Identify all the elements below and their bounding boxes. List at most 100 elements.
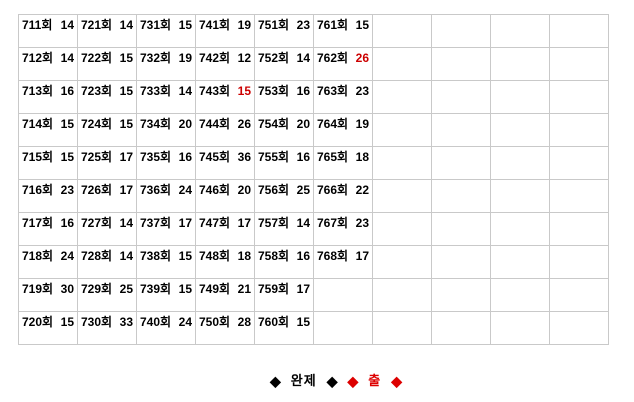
round-cell: 755회 16 — [254, 146, 314, 180]
round-number: 763회 — [317, 84, 349, 98]
round-value: 15 — [60, 117, 74, 131]
round-cell-content: 752회 14 — [258, 52, 310, 65]
round-value: 20 — [178, 117, 192, 131]
round-cell: 734회 20 — [136, 113, 196, 147]
round-value: 14 — [178, 84, 192, 98]
round-value: 15 — [296, 315, 310, 329]
round-cell-content: 757회 14 — [258, 217, 310, 230]
round-value: 19 — [178, 51, 192, 65]
empty-cell — [372, 146, 432, 180]
round-number: 748회 — [199, 249, 231, 263]
round-cell-content: 760회 15 — [258, 316, 310, 329]
empty-cell — [431, 146, 491, 180]
round-number: 726회 — [81, 183, 113, 197]
round-cell-content: 727회 14 — [81, 217, 133, 230]
round-number: 737회 — [140, 216, 172, 230]
round-number: 757회 — [258, 216, 290, 230]
round-cell-content: 712회 14 — [22, 52, 74, 65]
round-cell: 730회 33 — [77, 311, 137, 345]
round-value: 30 — [60, 282, 74, 296]
rounds-table: 711회 14 721회 14 731회 15 741회 19 751회 23 761회 15 712회… — [18, 14, 609, 345]
round-cell-content: 750회 28 — [199, 316, 251, 329]
round-value: 14 — [119, 216, 133, 230]
round-number: 730회 — [81, 315, 113, 329]
round-cell-content: 728회 14 — [81, 250, 133, 263]
round-value: 15 — [60, 315, 74, 329]
round-number: 753회 — [258, 84, 290, 98]
round-cell-content: 713회 16 — [22, 85, 74, 98]
round-number: 749회 — [199, 282, 231, 296]
round-value: 19 — [237, 18, 251, 32]
round-cell-content: 729회 25 — [81, 283, 133, 296]
round-number: 711회 — [22, 18, 53, 32]
empty-cell — [490, 113, 550, 147]
round-value: 18 — [355, 150, 369, 164]
empty-cell — [549, 47, 609, 81]
round-cell-content: 751회 23 — [258, 19, 310, 32]
red-diamond-icon: ◆ — [391, 373, 402, 389]
empty-cell — [490, 212, 550, 246]
legend: ◆ 완제 ◆ ◆ 출 ◆ — [0, 373, 634, 389]
round-value: 23 — [355, 216, 369, 230]
round-number: 724회 — [81, 117, 113, 131]
round-cell-content: 731회 15 — [140, 19, 192, 32]
round-cell-content: 719회 30 — [22, 283, 74, 296]
round-number: 721회 — [81, 18, 113, 32]
round-cell: 722회 15 — [77, 47, 137, 81]
round-cell: 721회 14 — [77, 14, 137, 48]
round-value: 14 — [296, 216, 310, 230]
round-value: 22 — [355, 183, 369, 197]
round-value: 23 — [60, 183, 74, 197]
round-number: 714회 — [22, 117, 54, 131]
round-number: 739회 — [140, 282, 172, 296]
round-cell-content: 732회 19 — [140, 52, 192, 65]
round-cell-content: 725회 17 — [81, 151, 133, 164]
round-number: 743회 — [199, 84, 231, 98]
empty-cell — [431, 311, 491, 345]
table-row: 716회 23 726회 17 736회 24 746회 20 756회 25 766회 22 — [18, 179, 609, 213]
empty-cell — [490, 146, 550, 180]
empty-cell — [431, 47, 491, 81]
round-value: 23 — [355, 84, 369, 98]
round-number: 719회 — [22, 282, 54, 296]
round-cell: 762회 26 — [313, 47, 373, 81]
round-value: 14 — [119, 249, 133, 263]
round-number: 716회 — [22, 183, 54, 197]
round-cell: 740회 24 — [136, 311, 196, 345]
round-cell-content: 766회 22 — [317, 184, 369, 197]
round-value: 17 — [119, 150, 133, 164]
round-number: 747회 — [199, 216, 231, 230]
empty-cell — [372, 278, 432, 312]
round-cell: 724회 15 — [77, 113, 137, 147]
round-value: 14 — [60, 18, 74, 32]
empty-cell — [431, 212, 491, 246]
round-cell: 723회 15 — [77, 80, 137, 114]
round-cell-content: 746회 20 — [199, 184, 251, 197]
table-row: 714회 15 724회 15 734회 20 744회 26 754회 20 764회 19 — [18, 113, 609, 147]
round-value: 20 — [237, 183, 251, 197]
round-cell: 728회 14 — [77, 245, 137, 279]
empty-cell — [372, 245, 432, 279]
round-number: 751회 — [258, 18, 290, 32]
round-value: 25 — [119, 282, 133, 296]
round-cell: 748회 18 — [195, 245, 255, 279]
round-cell: 763회 23 — [313, 80, 373, 114]
round-value: 24 — [178, 183, 192, 197]
empty-cell — [549, 113, 609, 147]
round-value: 25 — [296, 183, 310, 197]
empty-cell — [372, 14, 432, 48]
table-row: 719회 30 729회 25 739회 15 749회 21 759회 17 — [18, 278, 609, 312]
round-cell: 751회 23 — [254, 14, 314, 48]
round-cell: 761회 15 — [313, 14, 373, 48]
round-value: 26 — [237, 117, 251, 131]
round-cell: 729회 25 — [77, 278, 137, 312]
table-row: 712회 14 722회 15 732회 19 742회 12 752회 14 762회 26 — [18, 47, 609, 81]
round-cell-content: 724회 15 — [81, 118, 133, 131]
empty-cell — [549, 80, 609, 114]
round-number: 754회 — [258, 117, 290, 131]
round-cell: 726회 17 — [77, 179, 137, 213]
round-cell-content: 715회 15 — [22, 151, 74, 164]
empty-cell — [431, 14, 491, 48]
round-cell: 743회 15 — [195, 80, 255, 114]
rounds-table-body: 711회 14 721회 14 731회 15 741회 19 751회 23 761회 15 712회… — [18, 14, 609, 345]
